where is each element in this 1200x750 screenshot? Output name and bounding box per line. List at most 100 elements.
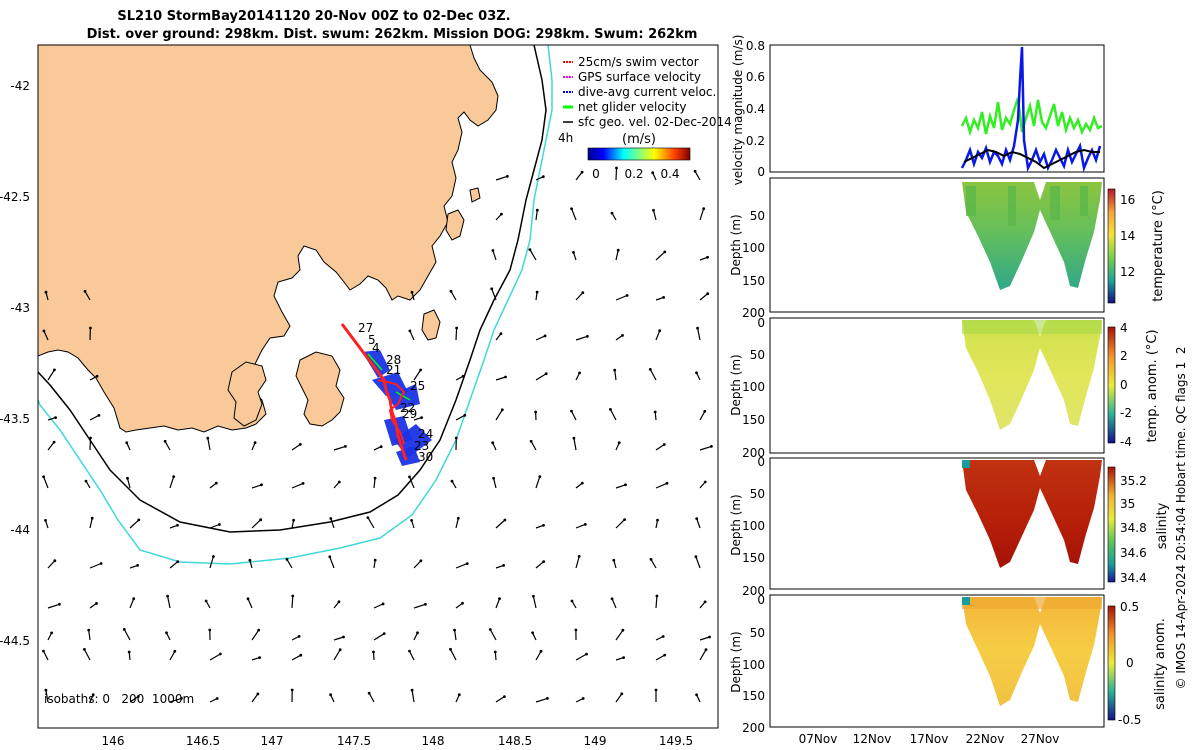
map-panel: 27 5 4 28 21 25 22 29 24 23 30 25cm/s sw…	[0, 44, 732, 748]
current-arrow	[495, 696, 505, 703]
current-arrow	[413, 560, 422, 569]
temperature-section-fill	[962, 182, 1102, 290]
current-arrow-head	[84, 479, 88, 483]
current-arrow	[89, 562, 102, 569]
section-ytick: 0	[757, 593, 765, 607]
current-arrow-head	[498, 597, 501, 601]
current-arrow-head	[408, 329, 412, 333]
lat-tick: -42.5	[0, 190, 30, 204]
colorbar-tick: 4	[1120, 321, 1128, 335]
current-arrow	[615, 629, 624, 641]
current-arrow	[535, 651, 542, 661]
current-arrow	[696, 518, 701, 529]
current-arrow-head	[703, 409, 707, 413]
current-arrow	[615, 294, 628, 301]
current-arrow	[655, 330, 661, 341]
current-arrow-head	[367, 691, 371, 695]
current-arrow-head	[137, 518, 141, 522]
date-tick: 12Nov	[853, 732, 892, 746]
current-arrow-head	[329, 517, 333, 520]
current-arrow	[169, 651, 176, 661]
isobath-200m	[38, 45, 547, 533]
lat-tick: -44.5	[0, 634, 30, 648]
current-arrow	[611, 598, 617, 609]
title-line-2: Dist. over ground: 298km. Dist. swum: 26…	[87, 27, 698, 42]
current-arrow	[454, 630, 457, 641]
section-ytick: 50	[750, 487, 765, 501]
lat-tick: -42	[10, 79, 30, 93]
current-arrow-head	[290, 688, 294, 692]
current-arrow-head	[449, 647, 452, 651]
day-label: 22	[400, 401, 415, 415]
current-arrow-head	[461, 601, 464, 605]
section-ytick: 0	[757, 455, 765, 469]
salinity-anom-section-fill	[962, 597, 1102, 706]
current-arrow-head	[457, 693, 461, 697]
section-colorbar-label: temperature (°C)	[1151, 190, 1166, 302]
current-arrow-head	[570, 207, 573, 211]
current-arrow-head	[410, 519, 413, 522]
current-arrow	[251, 693, 259, 703]
current-arrow-head	[212, 555, 215, 558]
current-arrow-head	[651, 171, 655, 175]
current-arrow	[699, 208, 705, 221]
colorbar-tick: 34.6	[1120, 546, 1147, 560]
section-ytick: 100	[742, 519, 765, 533]
current-arrow-head	[610, 211, 614, 215]
lon-tick: 148.5	[498, 734, 532, 748]
current-arrow-head	[136, 564, 140, 567]
current-arrow	[43, 330, 49, 341]
salinity-section-fill	[962, 460, 1102, 568]
day-label: 25	[410, 379, 425, 393]
current-arrow	[126, 478, 131, 489]
current-arrow-head	[663, 250, 667, 254]
current-arrow-head	[706, 255, 709, 259]
current-arrow	[88, 630, 91, 641]
current-arrow-head	[344, 445, 347, 448]
current-arrow	[530, 441, 537, 451]
current-arrow	[615, 167, 618, 181]
current-arrow	[449, 649, 457, 661]
colorbar-tick: 2	[1120, 349, 1128, 363]
current-arrow-head	[502, 564, 505, 567]
current-arrow-head	[653, 410, 657, 414]
current-arrow	[251, 484, 262, 489]
current-arrow	[89, 437, 92, 451]
current-arrow	[615, 693, 623, 703]
current-arrow-head	[661, 635, 665, 638]
sfc-geo-velocity-line	[963, 148, 1100, 170]
current-arrow-head	[503, 695, 506, 698]
current-arrow-head	[257, 628, 261, 632]
current-arrow-head	[570, 409, 573, 413]
section-colorbar	[1107, 188, 1116, 304]
current-arrow	[535, 210, 538, 221]
current-arrow	[47, 603, 60, 609]
current-arrow-head	[529, 439, 533, 443]
day-label: 27	[358, 321, 373, 335]
current-arrow-head	[342, 635, 345, 639]
current-arrow	[535, 476, 541, 489]
current-arrow-head	[298, 443, 302, 446]
legend-gps-velocity: GPS surface velocity	[578, 70, 701, 84]
current-arrow-head	[491, 441, 495, 445]
current-arrow-head	[373, 558, 377, 562]
current-arrow-head	[83, 289, 87, 293]
current-arrow-head	[410, 688, 414, 692]
current-arrow	[367, 517, 375, 529]
current-arrow-head	[577, 555, 581, 558]
day-label: 29	[402, 407, 417, 421]
current-arrow-head	[248, 558, 252, 562]
colorbar-tick: 16	[1120, 193, 1135, 207]
current-arrow-head	[694, 555, 698, 559]
velocity-ytick: 0	[757, 165, 765, 179]
island-maria	[445, 209, 465, 241]
current-arrow-head	[453, 628, 456, 632]
current-arrow	[333, 445, 346, 451]
date-tick: 07Nov	[799, 732, 838, 746]
day-label: 21	[386, 363, 401, 377]
date-axis: 07Nov 12Nov 17Nov 22Nov 27Nov	[799, 732, 1060, 746]
current-arrow-head	[214, 481, 218, 485]
current-arrow-head	[609, 408, 612, 411]
current-arrow	[495, 175, 508, 181]
current-arrow	[699, 411, 706, 421]
